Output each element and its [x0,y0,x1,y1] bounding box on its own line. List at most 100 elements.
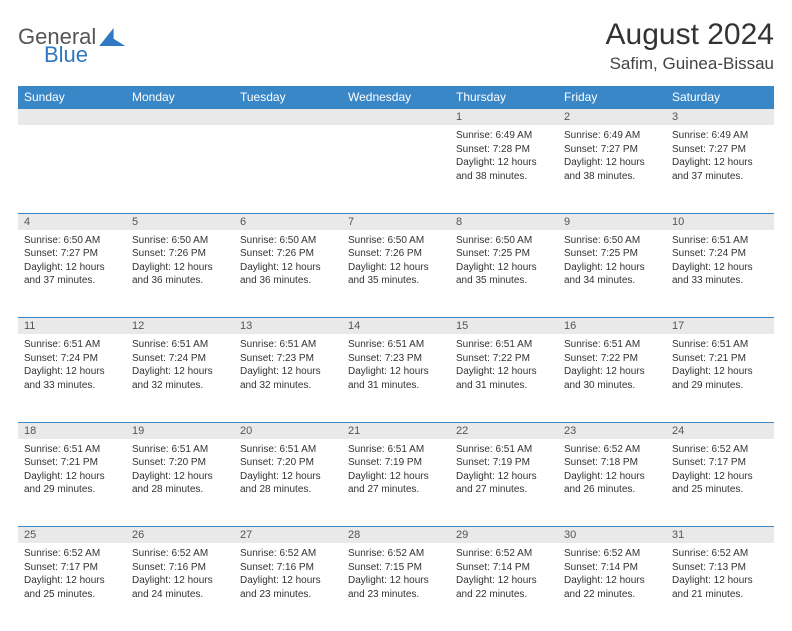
sunrise-line: Sunrise: 6:52 AM [132,547,228,561]
day-number-cell: 9 [558,213,666,230]
day-number-row: 45678910 [18,213,774,230]
day-number-cell: 14 [342,318,450,335]
sunset-line: Sunset: 7:21 PM [672,352,768,366]
day-of-week-row: SundayMondayTuesdayWednesdayThursdayFrid… [18,86,774,109]
day-number-cell: 12 [126,318,234,335]
sunset-line: Sunset: 7:20 PM [132,456,228,470]
sunrise-line: Sunrise: 6:51 AM [132,443,228,457]
daylight-line: Daylight: 12 hours and 21 minutes. [672,574,768,601]
day-info-cell: Sunrise: 6:50 AMSunset: 7:25 PMDaylight:… [558,230,666,318]
day-info-cell: Sunrise: 6:52 AMSunset: 7:13 PMDaylight:… [666,543,774,631]
daylight-line: Daylight: 12 hours and 27 minutes. [348,470,444,497]
day-info-cell: Sunrise: 6:52 AMSunset: 7:17 PMDaylight:… [18,543,126,631]
sunrise-line: Sunrise: 6:51 AM [24,338,120,352]
calendar-body: 123Sunrise: 6:49 AMSunset: 7:28 PMDaylig… [18,109,774,631]
day-info-row: Sunrise: 6:51 AMSunset: 7:24 PMDaylight:… [18,334,774,422]
sunrise-line: Sunrise: 6:52 AM [564,547,660,561]
sunset-line: Sunset: 7:24 PM [24,352,120,366]
day-info-cell: Sunrise: 6:52 AMSunset: 7:16 PMDaylight:… [126,543,234,631]
day-info-cell: Sunrise: 6:52 AMSunset: 7:18 PMDaylight:… [558,439,666,527]
day-number-cell: 30 [558,527,666,544]
day-number-cell: 13 [234,318,342,335]
day-info-cell: Sunrise: 6:50 AMSunset: 7:26 PMDaylight:… [234,230,342,318]
sunrise-line: Sunrise: 6:51 AM [240,443,336,457]
day-number-cell: 29 [450,527,558,544]
day-info-cell: Sunrise: 6:51 AMSunset: 7:22 PMDaylight:… [450,334,558,422]
day-of-week-header: Sunday [18,86,126,109]
day-info-cell [342,125,450,213]
day-number-cell: 5 [126,213,234,230]
day-number-cell: 22 [450,422,558,439]
day-of-week-header: Saturday [666,86,774,109]
daylight-line: Daylight: 12 hours and 29 minutes. [24,470,120,497]
day-number-cell: 11 [18,318,126,335]
sunset-line: Sunset: 7:14 PM [564,561,660,575]
day-of-week-header: Monday [126,86,234,109]
sunset-line: Sunset: 7:26 PM [348,247,444,261]
day-info-cell: Sunrise: 6:51 AMSunset: 7:24 PMDaylight:… [126,334,234,422]
sunset-line: Sunset: 7:17 PM [672,456,768,470]
sunrise-line: Sunrise: 6:51 AM [672,338,768,352]
daylight-line: Daylight: 12 hours and 33 minutes. [24,365,120,392]
day-info-row: Sunrise: 6:52 AMSunset: 7:17 PMDaylight:… [18,543,774,631]
sunrise-line: Sunrise: 6:51 AM [456,443,552,457]
sunset-line: Sunset: 7:18 PM [564,456,660,470]
daylight-line: Daylight: 12 hours and 36 minutes. [240,261,336,288]
day-number-cell: 7 [342,213,450,230]
daylight-line: Daylight: 12 hours and 31 minutes. [348,365,444,392]
sunrise-line: Sunrise: 6:50 AM [132,234,228,248]
daylight-line: Daylight: 12 hours and 37 minutes. [672,156,768,183]
day-number-cell [18,109,126,126]
daylight-line: Daylight: 12 hours and 38 minutes. [456,156,552,183]
daylight-line: Daylight: 12 hours and 36 minutes. [132,261,228,288]
daylight-line: Daylight: 12 hours and 32 minutes. [240,365,336,392]
daylight-line: Daylight: 12 hours and 38 minutes. [564,156,660,183]
daylight-line: Daylight: 12 hours and 25 minutes. [672,470,768,497]
day-info-cell: Sunrise: 6:52 AMSunset: 7:14 PMDaylight:… [558,543,666,631]
sunset-line: Sunset: 7:17 PM [24,561,120,575]
day-info-cell: Sunrise: 6:51 AMSunset: 7:20 PMDaylight:… [234,439,342,527]
sunrise-line: Sunrise: 6:52 AM [672,443,768,457]
sunset-line: Sunset: 7:26 PM [132,247,228,261]
day-info-cell: Sunrise: 6:50 AMSunset: 7:25 PMDaylight:… [450,230,558,318]
sunset-line: Sunset: 7:21 PM [24,456,120,470]
day-of-week-header: Wednesday [342,86,450,109]
day-info-cell: Sunrise: 6:49 AMSunset: 7:27 PMDaylight:… [666,125,774,213]
month-title: August 2024 [606,18,774,52]
day-of-week-header: Tuesday [234,86,342,109]
sunset-line: Sunset: 7:27 PM [564,143,660,157]
daylight-line: Daylight: 12 hours and 33 minutes. [672,261,768,288]
brand-part2: Blue [44,42,88,68]
day-info-cell: Sunrise: 6:51 AMSunset: 7:19 PMDaylight:… [342,439,450,527]
day-info-cell: Sunrise: 6:51 AMSunset: 7:23 PMDaylight:… [234,334,342,422]
daylight-line: Daylight: 12 hours and 25 minutes. [24,574,120,601]
sunrise-line: Sunrise: 6:51 AM [132,338,228,352]
sunrise-line: Sunrise: 6:50 AM [24,234,120,248]
sunset-line: Sunset: 7:23 PM [240,352,336,366]
sunrise-line: Sunrise: 6:52 AM [672,547,768,561]
sunset-line: Sunset: 7:22 PM [564,352,660,366]
sunrise-line: Sunrise: 6:51 AM [672,234,768,248]
day-info-cell: Sunrise: 6:50 AMSunset: 7:26 PMDaylight:… [342,230,450,318]
day-info-cell: Sunrise: 6:51 AMSunset: 7:24 PMDaylight:… [666,230,774,318]
day-number-cell: 1 [450,109,558,126]
daylight-line: Daylight: 12 hours and 24 minutes. [132,574,228,601]
day-info-cell [234,125,342,213]
sunrise-line: Sunrise: 6:50 AM [348,234,444,248]
daylight-line: Daylight: 12 hours and 27 minutes. [456,470,552,497]
day-number-row: 25262728293031 [18,527,774,544]
day-info-cell: Sunrise: 6:51 AMSunset: 7:22 PMDaylight:… [558,334,666,422]
daylight-line: Daylight: 12 hours and 35 minutes. [348,261,444,288]
daylight-line: Daylight: 12 hours and 22 minutes. [456,574,552,601]
day-number-cell: 17 [666,318,774,335]
sunset-line: Sunset: 7:15 PM [348,561,444,575]
sunrise-line: Sunrise: 6:52 AM [456,547,552,561]
sunrise-line: Sunrise: 6:51 AM [24,443,120,457]
day-number-cell [234,109,342,126]
sunset-line: Sunset: 7:14 PM [456,561,552,575]
sunset-line: Sunset: 7:25 PM [564,247,660,261]
day-number-cell: 3 [666,109,774,126]
day-number-cell: 6 [234,213,342,230]
sunset-line: Sunset: 7:27 PM [24,247,120,261]
day-info-cell: Sunrise: 6:50 AMSunset: 7:27 PMDaylight:… [18,230,126,318]
